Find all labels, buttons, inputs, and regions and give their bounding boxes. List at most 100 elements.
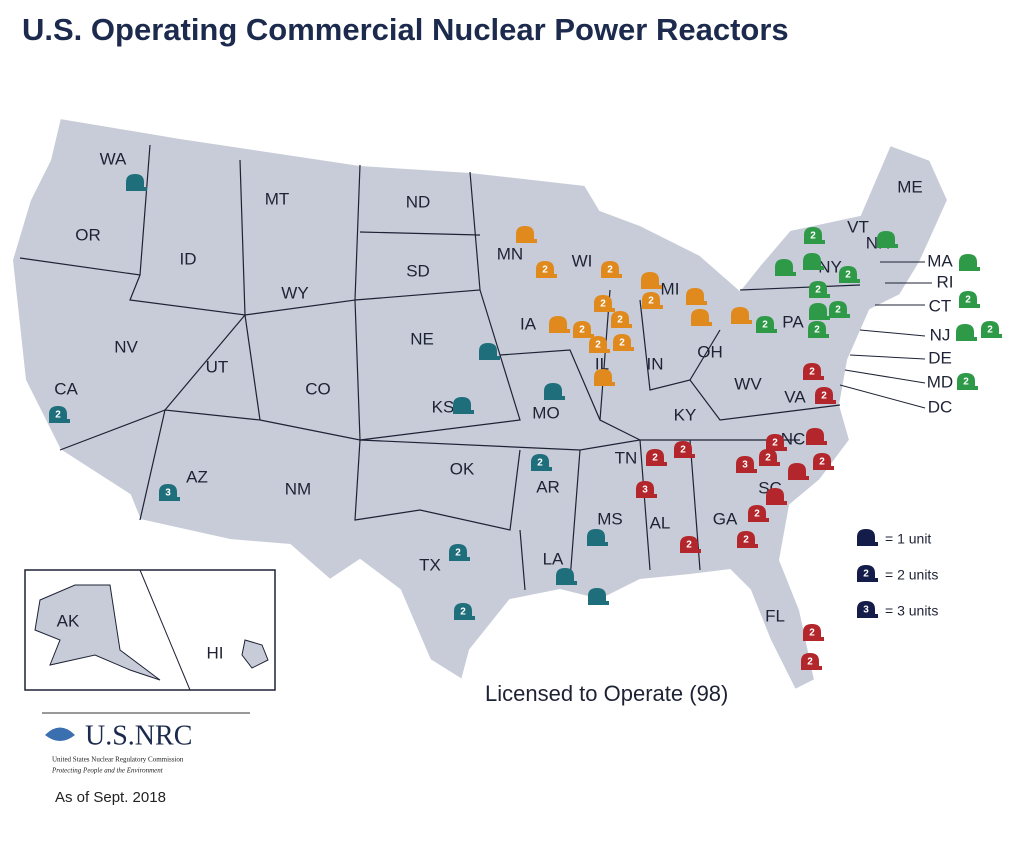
reactor-icon [857, 529, 878, 546]
reactor-icon [981, 321, 1002, 338]
state-label: SD [406, 261, 430, 280]
unit-count: 2 [835, 305, 841, 316]
state-label: DC [928, 397, 953, 416]
state-label: AZ [186, 467, 208, 486]
state-label: CO [305, 379, 331, 398]
state-label: FL [765, 606, 785, 625]
reactor-icon [731, 307, 752, 324]
state-label: NY [818, 257, 842, 276]
reactor-icon [454, 603, 475, 620]
reactor-icon [594, 369, 615, 386]
reactor-icon [536, 261, 557, 278]
state-label: CT [929, 296, 952, 315]
map-base [10, 116, 950, 741]
reactor-icon [613, 334, 634, 351]
reactor-icon [680, 536, 701, 553]
reactor-icon [636, 481, 657, 498]
unit-count: 2 [987, 325, 993, 336]
reactor-icon [775, 259, 796, 276]
hi-shape [241, 639, 269, 669]
unit-count: 3 [165, 488, 171, 499]
state-label: AL [650, 513, 671, 532]
reactor-icon [589, 336, 610, 353]
reactor-icon [611, 311, 632, 328]
unit-count: 3 [863, 605, 869, 616]
caption: Licensed to Operate (98) [485, 681, 728, 706]
reactor-icon [126, 174, 147, 191]
reactor-icon [587, 529, 608, 546]
state-label: AR [536, 477, 560, 496]
state-label: VT [847, 217, 869, 236]
reactor-icon [857, 601, 878, 618]
state-label: WV [734, 374, 762, 393]
reactor-icon [686, 288, 707, 305]
unit-count: 2 [815, 285, 821, 296]
reactor-icon [531, 454, 552, 471]
reactor-icon [748, 505, 769, 522]
unit-count: 2 [460, 607, 466, 618]
unit-count: 2 [963, 377, 969, 388]
state-label: HI [207, 643, 224, 662]
reactor-icon [813, 453, 834, 470]
reactor-icon [594, 295, 615, 312]
legend-label: = 2 units [885, 567, 938, 583]
unit-count: 2 [537, 458, 543, 469]
state-label: TX [419, 555, 441, 574]
reactor-icon [957, 373, 978, 390]
unit-count: 2 [55, 410, 61, 421]
unit-count: 2 [845, 270, 851, 281]
callout-lines [839, 261, 932, 409]
state-label: PA [782, 312, 804, 331]
reactor-icon [808, 321, 829, 338]
reactor-icon [573, 321, 594, 338]
state-label: IA [520, 314, 537, 333]
reactor-icon [756, 316, 777, 333]
state-label: OR [75, 225, 101, 244]
state-label: WI [572, 251, 593, 270]
reactor-icon [691, 309, 712, 326]
state-label: AK [57, 611, 80, 630]
unit-count: 2 [821, 391, 827, 402]
state-label: IN [647, 354, 664, 373]
state-label: RI [937, 272, 954, 291]
reactor-icon [646, 449, 667, 466]
unit-count: 2 [648, 296, 654, 307]
state-label: MI [661, 279, 680, 298]
unit-count: 2 [617, 315, 623, 326]
state-label: MS [597, 509, 623, 528]
reactor-icon [641, 272, 662, 289]
reactor-icon [479, 343, 500, 360]
reactor-icon [809, 281, 830, 298]
state-label: UT [206, 357, 229, 376]
state-label: IL [595, 354, 609, 373]
state-label: ME [897, 177, 923, 196]
reactor-icon [766, 488, 787, 505]
reactor-icon [806, 428, 827, 445]
unit-count: 2 [680, 445, 686, 456]
logo-motto: Protecting People and the Environment [51, 767, 164, 775]
reactor-icon [877, 231, 898, 248]
unit-count: 2 [814, 325, 820, 336]
state-label: NC [781, 429, 806, 448]
title: U.S. Operating Commercial Nuclear Power … [22, 12, 789, 47]
reactor-icon [803, 363, 824, 380]
reactor-icon [159, 484, 180, 501]
unit-count: 2 [762, 320, 768, 331]
unit-count: 2 [743, 535, 749, 546]
state-label: CA [54, 379, 78, 398]
unit-count: 2 [579, 325, 585, 336]
unit-count: 2 [819, 457, 825, 468]
reactor-icon [737, 531, 758, 548]
unit-count: 2 [619, 338, 625, 349]
reactor-icon [588, 588, 609, 605]
reactor-icon [544, 383, 565, 400]
reactor-icon [49, 406, 70, 423]
reactor-icon [809, 303, 830, 320]
state-label: MO [532, 403, 559, 422]
unit-count: 2 [809, 367, 815, 378]
state-label: MN [497, 244, 523, 263]
reactor-icon [857, 565, 878, 582]
unit-count: 2 [810, 231, 816, 242]
state-label: MA [927, 251, 953, 270]
state-label: NV [114, 337, 138, 356]
